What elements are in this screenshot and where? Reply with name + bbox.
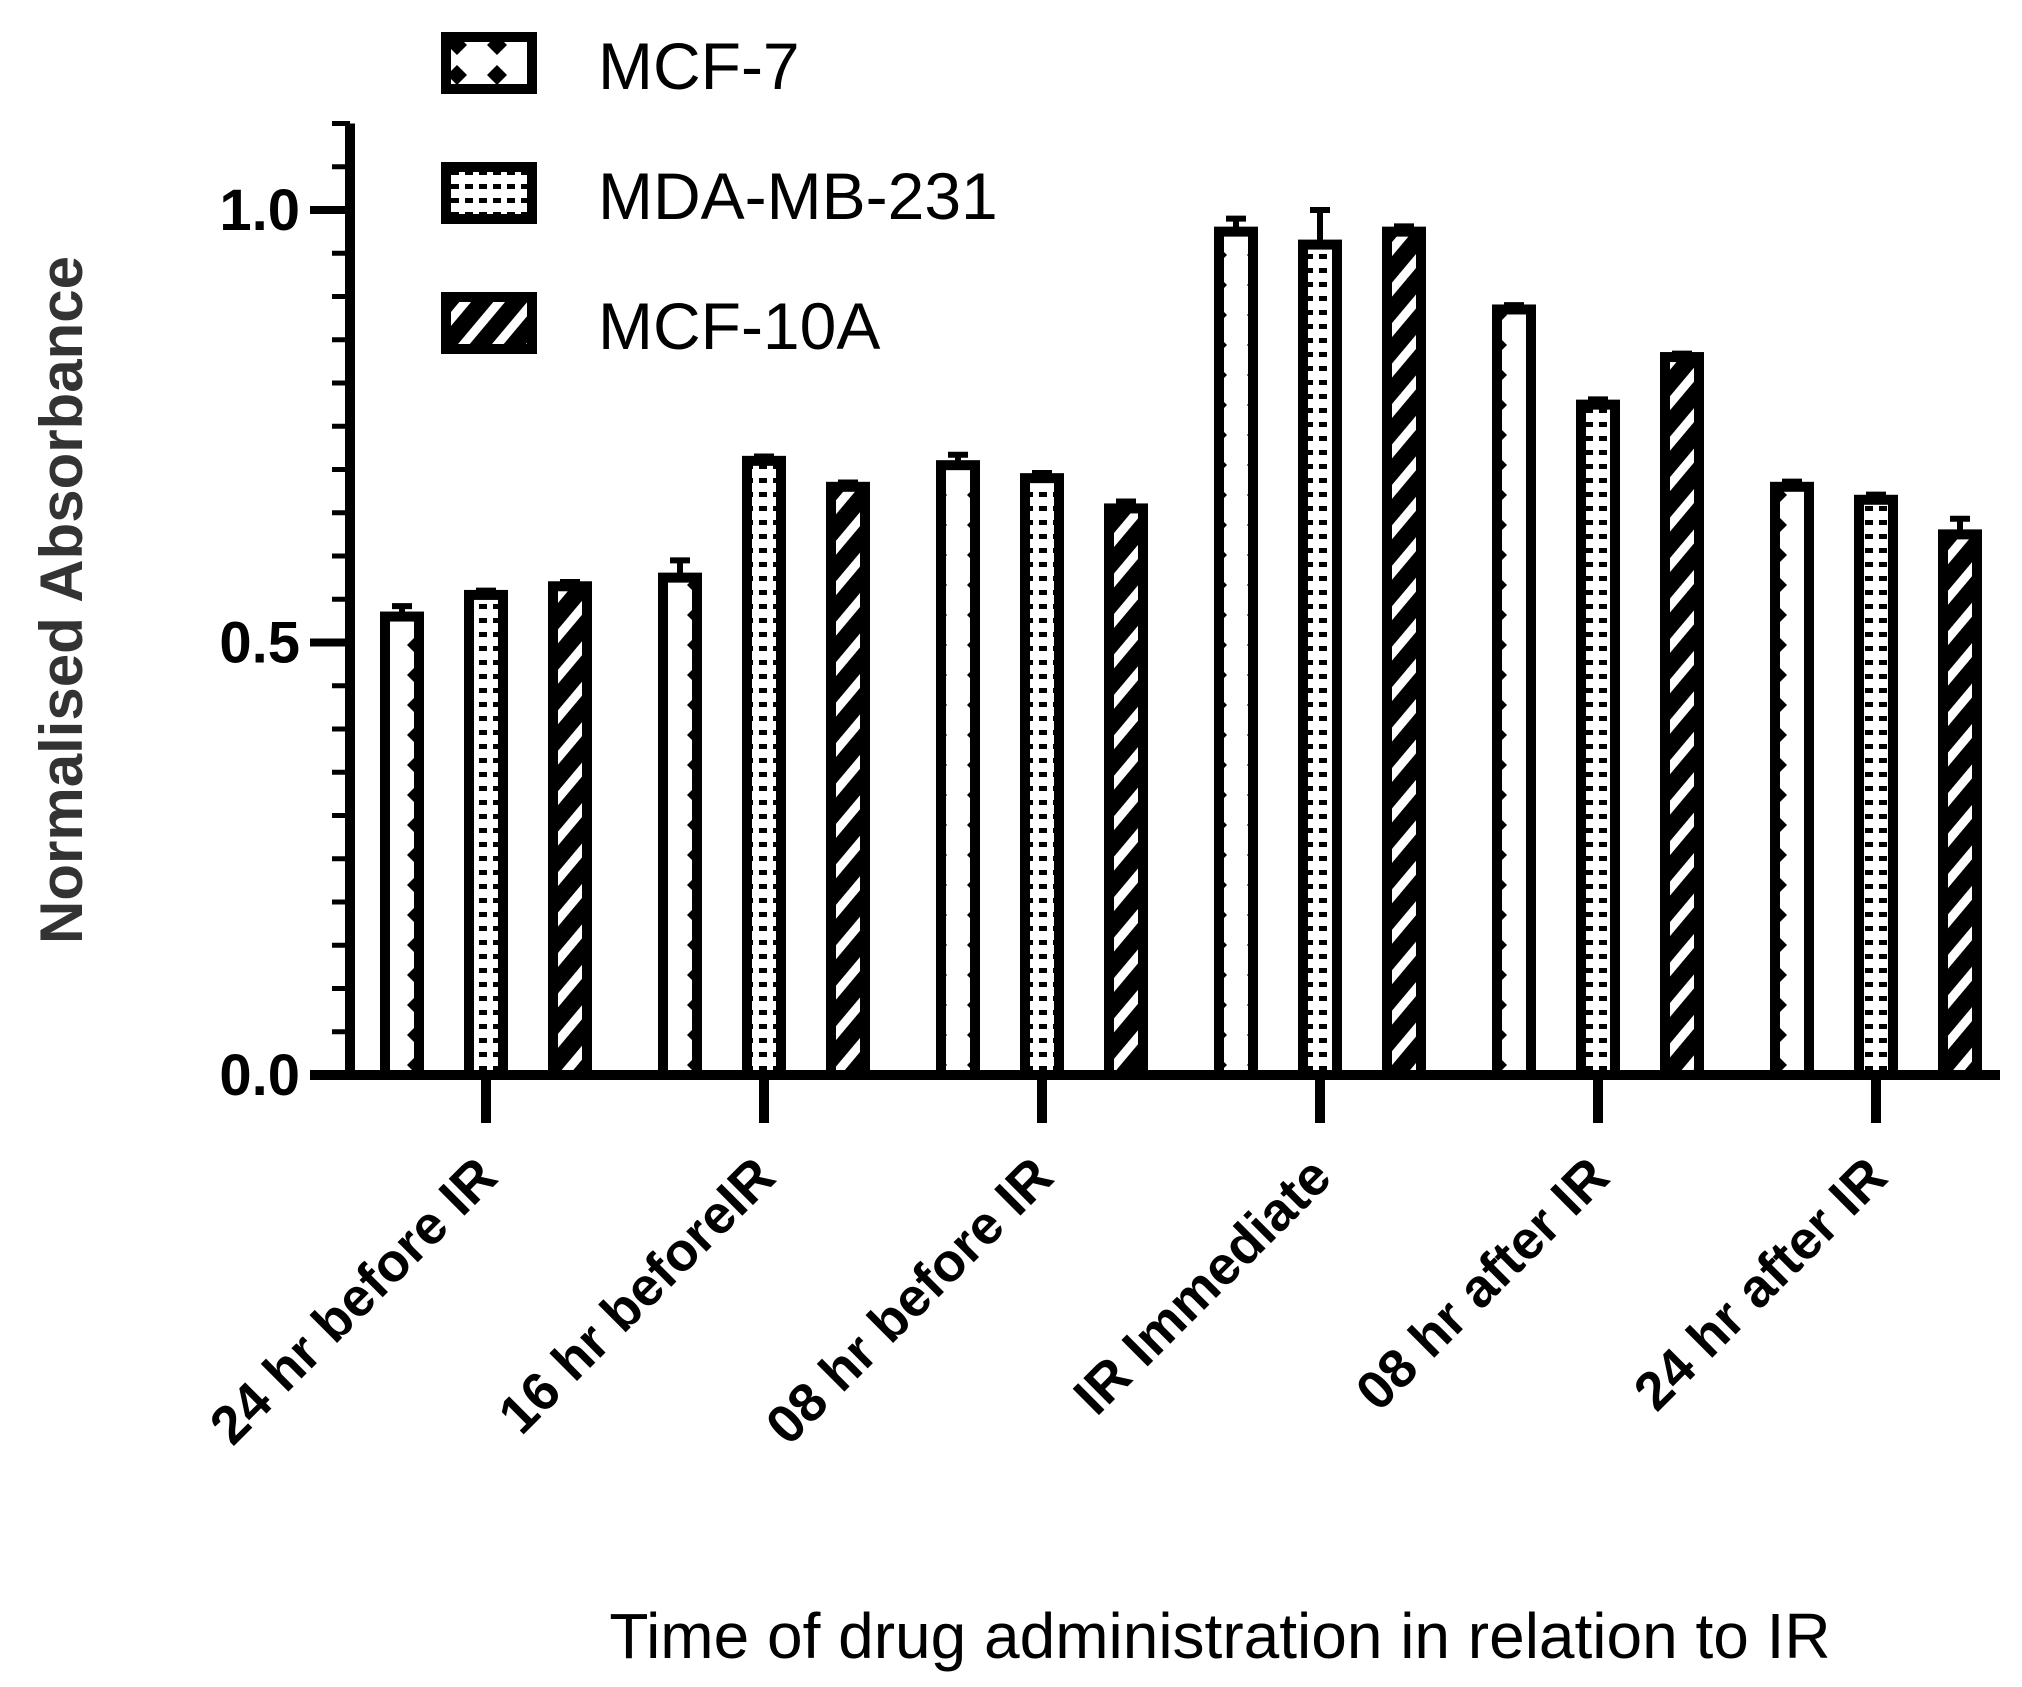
legend-swatch-mcf-7 — [441, 32, 537, 94]
x-axis-title: Time of drug administration in relation … — [609, 1600, 1830, 1672]
bar-mcf-7-2 — [658, 572, 702, 1080]
bar-mcf-10a-1 — [548, 581, 592, 1081]
x-tick-label: 24 hr after IR — [1623, 1146, 1899, 1422]
y-tick-label: 1.0 — [219, 178, 300, 243]
bar-mcf-7-6 — [1770, 481, 1814, 1080]
bar-mcf-10a-3 — [1104, 503, 1148, 1080]
bar-mcf-7-5 — [1492, 304, 1536, 1081]
x-tick-label: 24 hr before IR — [199, 1146, 509, 1456]
y-tick-label: 0.0 — [219, 1043, 300, 1108]
legend-swatch-mda-mb-231 — [441, 162, 537, 224]
legend-label-mcf-10a: MCF-10A — [598, 289, 880, 363]
x-tick-label: IR Immediate — [1062, 1146, 1342, 1426]
legend: MCF-7 MDA-MB-231 MCF-10A — [441, 29, 998, 363]
bar-mcf-10a-5 — [1660, 352, 1704, 1080]
legend-label-mda-mb-231: MDA-MB-231 — [598, 159, 998, 233]
bar-mcf-7-3 — [936, 460, 980, 1080]
axes — [310, 121, 2000, 1123]
bar-mcf-10a-2 — [826, 481, 870, 1080]
bar-mcf-10a-6 — [1938, 529, 1982, 1080]
bar-mcf-7-1 — [380, 611, 424, 1080]
bar-mcf-10a-4 — [1382, 226, 1426, 1080]
bar-mcf-7-4 — [1214, 226, 1258, 1080]
legend-swatch-mcf-10a — [441, 292, 537, 354]
y-tick-label: 0.5 — [219, 611, 300, 676]
x-tick-label: 08 hr after IR — [1345, 1146, 1621, 1422]
bars-layer — [380, 207, 1982, 1081]
x-tick-label: 08 hr before IR — [755, 1146, 1065, 1456]
bar-mda-mb-231-5 — [1576, 399, 1620, 1080]
bar-mda-mb-231-6 — [1854, 494, 1898, 1080]
y-axis-title: Normalised Absorbance — [28, 256, 95, 944]
bar-mda-mb-231-4 — [1298, 239, 1342, 1081]
bar-mda-mb-231-3 — [1020, 473, 1064, 1080]
legend-label-mcf-7: MCF-7 — [598, 29, 800, 103]
x-tick-label: 16 hr beforeIR — [487, 1146, 786, 1445]
bar-mda-mb-231-2 — [742, 455, 786, 1081]
bar-mda-mb-231-1 — [464, 589, 508, 1080]
